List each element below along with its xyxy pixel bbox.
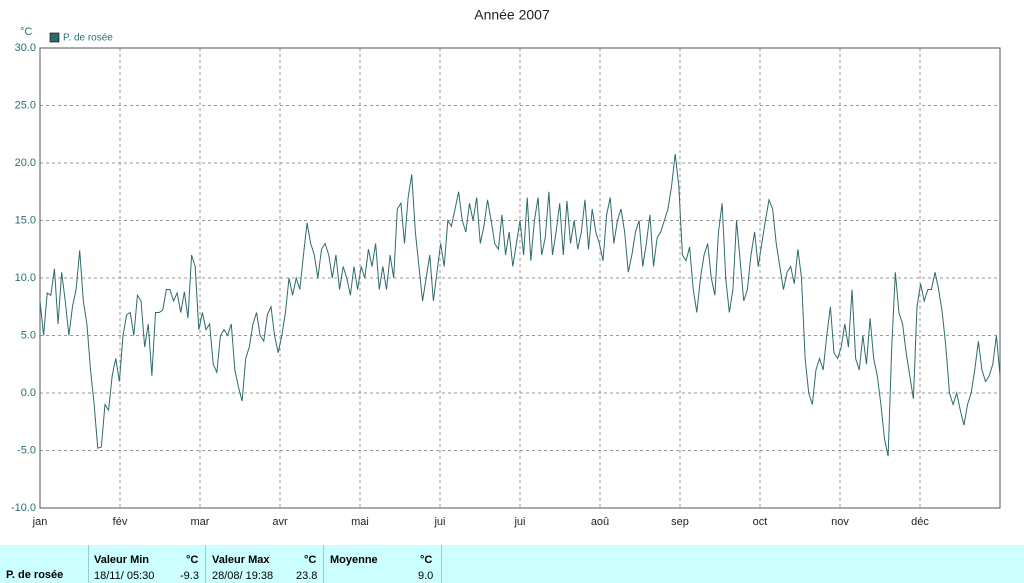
legend-swatch [49, 32, 60, 43]
plot-border [39, 47, 1001, 509]
max-unit: °C [304, 554, 317, 566]
y-tick-label: 0.0 [21, 387, 36, 399]
y-tick-label: 20.0 [15, 157, 36, 169]
x-tick-label: jui [513, 516, 525, 528]
x-tick-label: jui [433, 516, 445, 528]
x-tick-label: mar [191, 516, 210, 528]
x-tick-label: avr [272, 516, 288, 528]
y-tick-label: 25.0 [15, 99, 36, 111]
y-axis-label: °C [20, 26, 32, 38]
min-unit: °C [186, 554, 199, 566]
x-tick-label: jan [32, 516, 48, 528]
mean-label: Moyenne [330, 554, 378, 566]
min-value: -9.3 [180, 570, 199, 582]
separator [88, 545, 89, 583]
y-tick-label: 15.0 [15, 214, 36, 226]
x-tick-label: oct [753, 516, 768, 528]
separator [441, 545, 442, 583]
max-date: 28/08/ 19:38 [212, 570, 274, 582]
max-label: Valeur Max [212, 554, 270, 566]
mean-unit: °C [420, 554, 433, 566]
x-tick-label: sep [671, 516, 689, 528]
min-label: Valeur Min [94, 554, 150, 566]
series-line [39, 153, 1001, 457]
stats-table: P. de rosée Valeur Min °C 18/11/ 05:30 -… [0, 545, 1024, 583]
x-tick-label: fév [113, 516, 128, 528]
mean-value: 9.0 [418, 570, 434, 582]
min-date: 18/11/ 05:30 [94, 570, 155, 582]
separator [205, 545, 206, 583]
y-tick-label: 5.0 [21, 329, 36, 341]
max-value: 23.8 [296, 570, 318, 582]
row-label: P. de rosée [6, 569, 64, 581]
x-tick-label: aoû [591, 516, 609, 528]
y-tick-label: -10.0 [11, 502, 36, 514]
separator [323, 545, 324, 583]
x-tick-label: déc [911, 516, 929, 528]
y-tick-label: 30.0 [15, 42, 36, 54]
chart-title: Année 2007 [474, 7, 550, 23]
legend-label: P. de rosée [63, 33, 113, 44]
x-tick-label: mai [351, 516, 369, 528]
chart: Année 2007 °C -10.0 -5.0 0.0 5.0 10.0 15.0 20.… [11, 7, 1001, 528]
y-tick-label: -5.0 [17, 444, 36, 456]
y-tick-label: 10.0 [15, 272, 36, 284]
x-tick-label: nov [831, 516, 849, 528]
